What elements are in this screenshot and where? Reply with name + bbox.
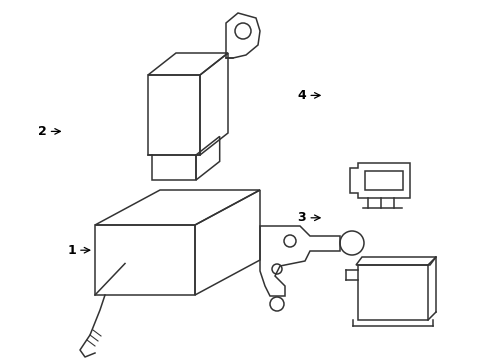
Text: 3: 3 [297,211,306,224]
Text: 1: 1 [67,244,76,257]
Text: 2: 2 [38,125,47,138]
Text: 4: 4 [297,89,306,102]
